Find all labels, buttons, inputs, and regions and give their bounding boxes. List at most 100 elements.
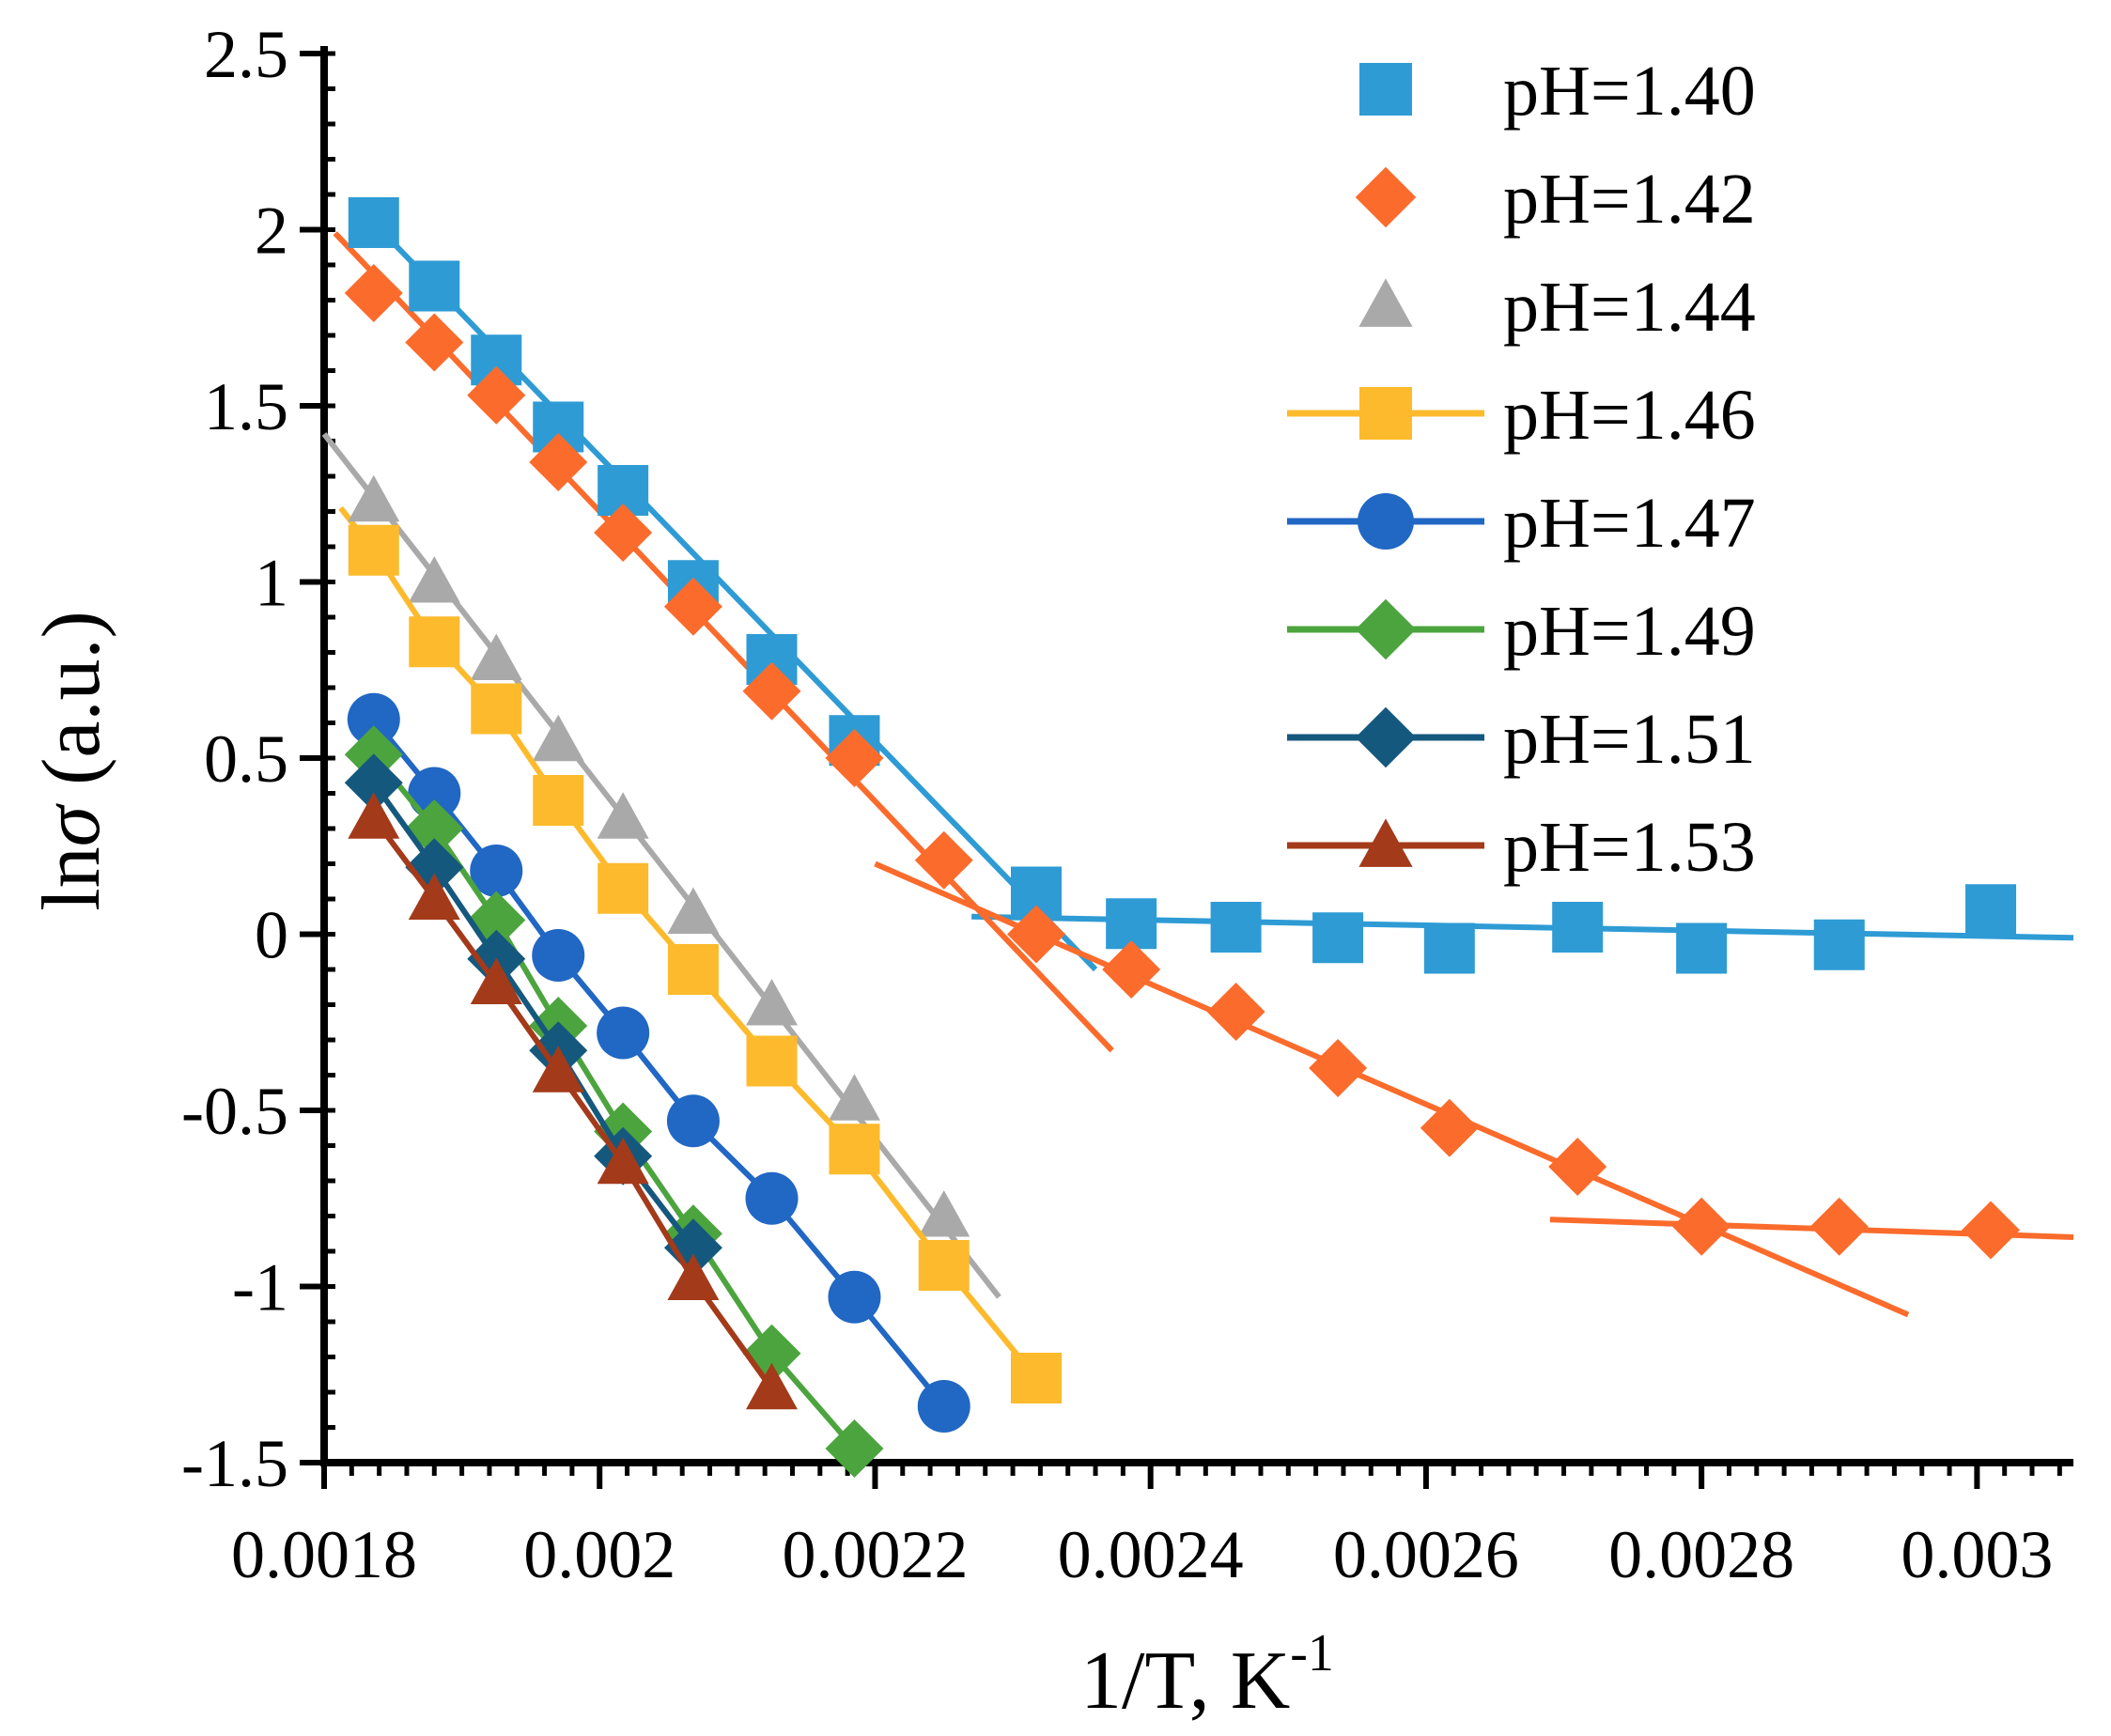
data-point [409,616,460,668]
data-point [408,873,460,920]
legend-label: pH=1.51 [1503,700,1756,779]
data-point [594,504,653,562]
data-point [663,1218,722,1278]
data-point [532,1046,584,1093]
x-tick-label: 0.0024 [1058,1517,1244,1592]
data-series [344,197,2021,1478]
x-tick-label: 0.002 [523,1517,675,1592]
data-point [745,1362,798,1410]
legend-label: pH=1.42 [1503,160,1756,239]
y-tick-label: 1.5 [204,369,288,444]
y-axis-title: lnσ (a.u.) [26,611,117,911]
fit-line [333,231,1114,1053]
x-tick-label: 0.0022 [782,1517,968,1592]
series-pH=1.44 [348,474,970,1237]
data-point [532,929,585,982]
series-pH=1.47 [347,692,970,1433]
data-point [1965,884,2017,936]
legend-label: pH=1.40 [1503,52,1756,131]
data-point [344,753,403,813]
data-point [408,556,460,603]
y-tick-label: 0 [255,898,288,973]
data-point [467,891,526,950]
legend-label: pH=1.46 [1503,376,1756,455]
data-point [745,979,798,1026]
data-point [1420,1098,1479,1157]
y-tick-label: 2 [255,194,288,269]
fit-lines [321,220,2074,1318]
data-point [347,692,400,746]
data-point [1210,902,1262,953]
y-tick-label: 1 [255,546,288,621]
legend-marker [1358,278,1413,327]
data-point [471,683,522,735]
data-point [597,1006,650,1060]
data-point [1309,1039,1368,1097]
data-point [597,792,649,839]
data-point [467,365,526,425]
data-point [1548,1138,1607,1196]
y-tick-label: 2.5 [204,17,288,92]
data-point [1010,1353,1062,1403]
data-point [825,1419,884,1478]
y-tick-label: -0.5 [181,1074,288,1149]
legend-marker [1358,818,1413,867]
data-point [597,1137,649,1185]
y-tick-label: -1 [232,1250,288,1325]
data-point [742,661,801,721]
data-point [348,474,400,522]
y-tick-label: -1.5 [181,1426,288,1501]
data-point [1813,919,1865,970]
data-point [1102,940,1161,999]
data-point [746,1035,798,1087]
axes: 2.5 2 1.5 1 0.5 0 -0.5 -1 -1.5 0.0018 0.002 0.0022 0… [181,17,2073,1592]
legend-marker [1359,387,1412,440]
data-point [667,1253,720,1300]
data-point [914,830,973,890]
series-pH=1.46 [348,524,1062,1403]
data-point [829,1124,880,1175]
data-point [408,767,461,820]
series-pH=1.53 [348,792,798,1410]
x-tick-label: 0.0026 [1333,1517,1519,1592]
data-point [348,524,399,576]
data-point [529,433,588,491]
data-point [745,1171,799,1225]
data-point [470,957,522,1004]
x-tick-label: 0.0018 [231,1517,417,1592]
data-point [1312,912,1364,964]
data-point [344,264,403,322]
data-point [1206,983,1265,1041]
data-point [470,845,523,897]
data-point [1676,922,1728,974]
data-point [1672,1197,1731,1256]
data-point [532,714,584,762]
data-point [348,792,400,839]
data-point [828,1074,880,1121]
legend-label: pH=1.44 [1503,268,1756,347]
legend-marker [1359,63,1412,116]
data-point [409,260,460,312]
data-point [1423,922,1475,974]
legend-marker [1355,706,1417,768]
data-point [470,633,522,680]
data-point [533,775,584,826]
data-point [667,944,719,995]
data-point [1962,1201,2021,1260]
legend-marker [1355,166,1417,228]
data-point [918,1190,970,1237]
x-tick-label: 0.003 [1901,1517,2053,1592]
legend: pH=1.40 pH=1.42 pH=1.44 pH=1.46 pH=1.47 pH=1.… [1287,52,1756,887]
data-point [1809,1197,1869,1256]
legend-marker [1358,493,1414,550]
x-axis-title: 1/T, K-1 [1080,1624,1334,1727]
data-point [598,862,649,914]
data-point [1552,902,1604,953]
legend-marker [1355,598,1417,660]
data-point [1006,905,1065,964]
legend-label: pH=1.47 [1503,484,1756,563]
legend-label: pH=1.53 [1503,808,1756,887]
data-point [666,1094,720,1148]
data-point [667,887,720,934]
